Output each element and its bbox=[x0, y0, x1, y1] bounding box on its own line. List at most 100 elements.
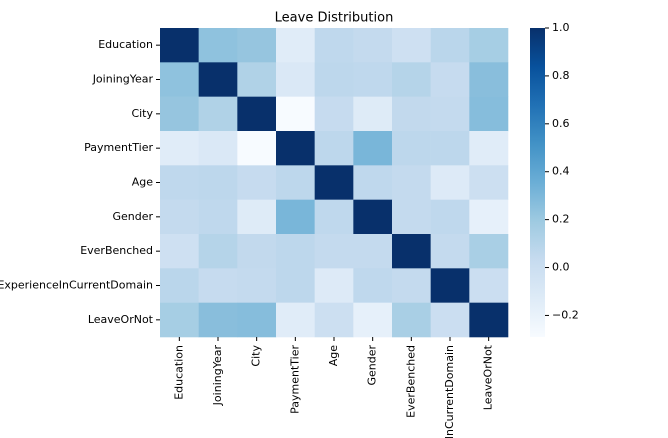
heatmap-cell bbox=[430, 62, 470, 97]
heatmap-cell bbox=[469, 96, 509, 132]
heatmap-cell bbox=[392, 165, 431, 200]
y-tick-label: PaymentTier bbox=[84, 141, 153, 154]
heatmap-cell bbox=[314, 131, 354, 166]
heatmap-cell bbox=[198, 96, 238, 132]
heatmap-cell bbox=[392, 234, 431, 269]
heatmap-cell bbox=[430, 302, 470, 338]
heatmap-cell bbox=[198, 131, 238, 166]
heatmap-cell bbox=[314, 302, 354, 338]
y-tick-label: EverBenched bbox=[80, 244, 153, 257]
heatmap-cell bbox=[353, 131, 393, 166]
heatmap-cell bbox=[276, 96, 315, 132]
heatmap-cell bbox=[392, 199, 431, 235]
heatmap-cell bbox=[160, 199, 199, 235]
heatmap-cell bbox=[237, 131, 277, 166]
heatmap-cell bbox=[198, 234, 238, 269]
x-tick-label: City bbox=[250, 345, 263, 367]
heatmap-cell bbox=[469, 131, 509, 166]
colorbar-tick-label: 0.2 bbox=[552, 213, 570, 226]
x-tick-label: PaymentTier bbox=[288, 345, 301, 414]
y-tick-label: LeaveOrNot bbox=[88, 313, 154, 326]
heatmap-cell bbox=[160, 131, 199, 166]
heatmap-cell bbox=[237, 302, 277, 338]
heatmap-cell bbox=[392, 302, 431, 338]
heatmap-cell bbox=[237, 62, 277, 97]
heatmap-cell bbox=[469, 28, 509, 63]
heatmap-cell bbox=[392, 96, 431, 132]
heatmap-cell bbox=[276, 302, 315, 338]
heatmap-cell bbox=[314, 268, 354, 303]
heatmap-cell bbox=[198, 268, 238, 303]
colorbar-tick-label: −0.2 bbox=[552, 308, 579, 321]
heatmap-cell bbox=[469, 268, 509, 303]
heatmap-cell bbox=[314, 199, 354, 235]
heatmap-cell bbox=[237, 268, 277, 303]
heatmap-cell bbox=[469, 165, 509, 200]
colorbar bbox=[530, 28, 545, 337]
heatmap-cell bbox=[353, 62, 393, 97]
heatmap-cell bbox=[353, 165, 393, 200]
heatmap-cell bbox=[314, 234, 354, 269]
heatmap-cell bbox=[469, 62, 509, 97]
heatmap-cell bbox=[160, 234, 199, 269]
heatmap-cell bbox=[314, 96, 354, 132]
heatmap-cell bbox=[430, 234, 470, 269]
colorbar-tick-label: 0.6 bbox=[552, 117, 570, 130]
heatmap-cell bbox=[198, 62, 238, 97]
y-tick-label: City bbox=[131, 107, 153, 120]
heatmap-cell bbox=[276, 165, 315, 200]
heatmap-cell bbox=[237, 28, 277, 63]
heatmap-cell bbox=[430, 199, 470, 235]
heatmap-cell bbox=[160, 302, 199, 338]
chart-title: Leave Distribution bbox=[275, 11, 394, 26]
heatmap-cell bbox=[430, 28, 470, 63]
x-tick-label: JoiningYear bbox=[211, 345, 224, 407]
colorbar-tick-label: 0.4 bbox=[552, 165, 570, 178]
heatmap-cell bbox=[353, 96, 393, 132]
heatmap-cell bbox=[276, 131, 315, 166]
heatmap-cell bbox=[198, 199, 238, 235]
heatmap-cell bbox=[469, 302, 509, 338]
heatmap-cell bbox=[430, 268, 470, 303]
y-tick-label: Education bbox=[98, 38, 153, 51]
x-tick-label: Age bbox=[327, 345, 340, 367]
heatmap-cell bbox=[160, 28, 199, 63]
heatmap-cell bbox=[276, 234, 315, 269]
heatmap-cell bbox=[160, 268, 199, 303]
heatmap-cell bbox=[353, 234, 393, 269]
heatmap-cell bbox=[160, 165, 199, 200]
y-tick-label: JoiningYear bbox=[92, 73, 154, 86]
colorbar-tick-label: 0.8 bbox=[552, 69, 570, 82]
y-tick-label: Gender bbox=[112, 210, 153, 223]
heatmap-cell bbox=[430, 131, 470, 166]
heatmap-cell bbox=[198, 302, 238, 338]
heatmap-cell bbox=[276, 28, 315, 63]
x-tick-label: Education bbox=[172, 345, 185, 400]
heatmap-cell bbox=[160, 62, 199, 97]
heatmap-cell bbox=[160, 96, 199, 132]
heatmap-cell bbox=[237, 234, 277, 269]
heatmap-cell bbox=[353, 302, 393, 338]
y-tick-label: Age bbox=[132, 176, 154, 189]
heatmap-cell bbox=[237, 199, 277, 235]
heatmap-cell bbox=[392, 28, 431, 63]
x-tick-label: LeaveOrNot bbox=[482, 344, 495, 410]
heatmap-cell bbox=[314, 165, 354, 200]
heatmap-cell bbox=[353, 199, 393, 235]
heatmap-cell bbox=[469, 199, 509, 235]
x-tick-label: Gender bbox=[366, 345, 379, 386]
heatmap-cell bbox=[469, 234, 509, 269]
heatmap-cell bbox=[237, 165, 277, 200]
heatmap-cell bbox=[353, 28, 393, 63]
heatmap-cell bbox=[276, 268, 315, 303]
heatmap-cell bbox=[353, 268, 393, 303]
heatmap-cell bbox=[237, 96, 277, 132]
heatmap-cell bbox=[276, 62, 315, 97]
x-tick-label: ExperienceInCurrentDomain bbox=[443, 345, 456, 438]
heatmap-cell bbox=[314, 62, 354, 97]
x-tick-label: EverBenched bbox=[404, 345, 417, 418]
heatmap-cell bbox=[392, 62, 431, 97]
heatmap-cell bbox=[392, 268, 431, 303]
heatmap-cell bbox=[314, 28, 354, 63]
